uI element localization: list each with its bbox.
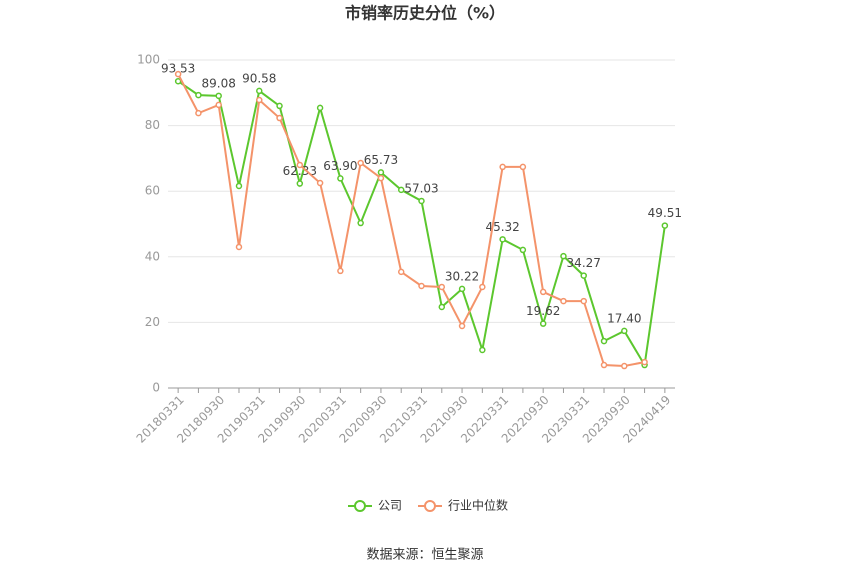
data-point xyxy=(215,101,222,109)
data-point xyxy=(357,159,364,167)
data-point xyxy=(195,109,202,117)
y-tick-label: 0 xyxy=(152,381,160,395)
data-point xyxy=(377,169,385,176)
source: 数据来源：恒生聚源 xyxy=(366,548,483,563)
data-point xyxy=(438,283,446,291)
data-point xyxy=(174,77,182,85)
y-tick-label: 80 xyxy=(145,118,160,132)
data-point xyxy=(539,288,547,296)
data-point xyxy=(519,246,527,254)
data-point xyxy=(215,92,222,100)
data-point xyxy=(499,236,506,243)
data-point xyxy=(479,283,486,291)
data-point xyxy=(458,322,466,330)
data-label: 89.08 xyxy=(202,76,236,90)
data-point xyxy=(397,268,405,276)
data-point xyxy=(316,104,324,112)
data-label: 49.51 xyxy=(648,206,682,220)
data-point xyxy=(357,219,364,227)
legend-marker xyxy=(354,500,366,512)
data-point xyxy=(519,163,527,171)
chart-title: 市销率历史分位（%） xyxy=(345,4,505,23)
data-point xyxy=(337,175,344,182)
data-point xyxy=(316,179,324,187)
data-point xyxy=(580,272,587,279)
data-point xyxy=(276,102,283,110)
data-point xyxy=(580,297,587,305)
data-point xyxy=(600,361,608,369)
data-point xyxy=(458,285,466,293)
data-label: 19.62 xyxy=(526,304,560,318)
data-point xyxy=(256,96,263,104)
data-point xyxy=(235,182,243,190)
data-label: 30.22 xyxy=(445,269,479,283)
y-tick-label: 20 xyxy=(145,315,160,329)
data-label: 90.58 xyxy=(242,71,276,85)
data-label: 17.40 xyxy=(607,311,641,325)
data-label: 63.90 xyxy=(323,159,357,173)
y-tick-label: 100 xyxy=(137,53,160,67)
data-point xyxy=(621,327,628,335)
data-point xyxy=(560,252,567,260)
data-point xyxy=(337,267,344,275)
data-point xyxy=(641,358,648,366)
data-label: 93.53 xyxy=(161,62,195,76)
data-point xyxy=(276,114,283,122)
data-point xyxy=(438,303,446,311)
data-label: 57.03 xyxy=(404,181,438,195)
data-label: 62.33 xyxy=(283,164,317,178)
legend-marker xyxy=(424,500,436,512)
data-point xyxy=(479,346,486,354)
data-label: 45.32 xyxy=(485,220,519,234)
data-point xyxy=(195,91,202,99)
data-point xyxy=(174,70,182,78)
data-point xyxy=(296,180,304,187)
data-point xyxy=(418,197,425,205)
series-line xyxy=(177,73,645,368)
data-point xyxy=(296,161,304,169)
data-point xyxy=(621,362,628,370)
data-point xyxy=(418,282,425,290)
data-point xyxy=(560,297,567,305)
data-point xyxy=(600,337,608,345)
data-label: 65.73 xyxy=(364,153,398,167)
legend-label: 公司 xyxy=(378,499,402,513)
data-point xyxy=(539,320,547,327)
data-label: 34.27 xyxy=(567,256,601,270)
data-point xyxy=(256,87,263,95)
data-point xyxy=(499,163,506,171)
data-point xyxy=(377,174,385,182)
data-point xyxy=(661,222,669,229)
y-tick-label: 60 xyxy=(145,184,160,198)
y-tick-label: 40 xyxy=(145,249,160,263)
legend-label: 行业中位数 xyxy=(448,498,508,513)
data-point xyxy=(235,243,243,251)
data-point xyxy=(397,186,405,194)
